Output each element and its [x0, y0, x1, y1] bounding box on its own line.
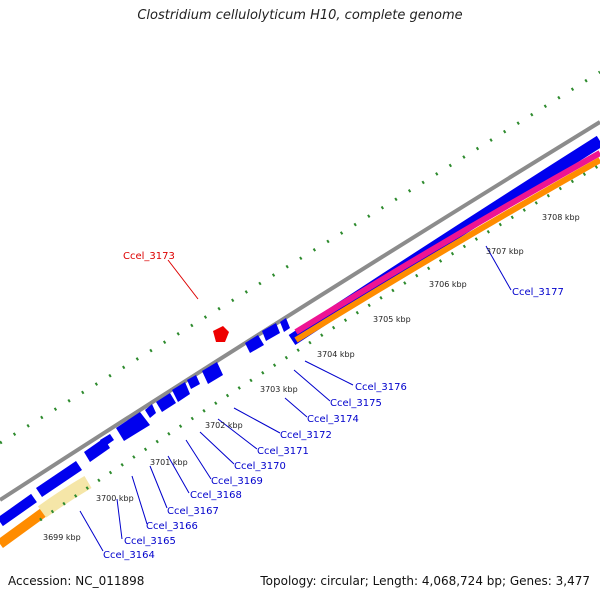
gene-label[interactable]: Ccel_3165: [124, 536, 176, 547]
gene-arrow[interactable]: [116, 412, 150, 441]
map-title: Clostridium cellulolyticum H10, complete…: [137, 8, 463, 23]
gene-arrow[interactable]: [36, 461, 82, 497]
scale-label: 3699 kbp: [43, 533, 81, 542]
gene-arrow[interactable]: [280, 318, 290, 332]
gene-label[interactable]: Ccel_3171: [257, 446, 309, 457]
leader-lines: [79, 245, 512, 552]
gene-label[interactable]: Ccel_3176: [355, 382, 407, 393]
gene-label[interactable]: Ccel_3169: [211, 476, 263, 487]
gene-arrow[interactable]: [156, 393, 176, 412]
track-orange-left: [0, 507, 47, 549]
gene-arrow[interactable]: [202, 362, 223, 384]
track-magenta: [294, 150, 600, 335]
gene-label[interactable]: Ccel_3164: [103, 550, 155, 561]
scale-label: 3705 kbp: [373, 315, 411, 324]
gene-arrow[interactable]: [245, 335, 264, 353]
scale-label: 3708 kbp: [542, 213, 580, 222]
scale-labels: 3699 kbp 3700 kbp 3701 kbp 3702 kbp 3703…: [43, 213, 580, 542]
gene-label[interactable]: Ccel_3174: [307, 414, 359, 425]
gene-arrow[interactable]: [262, 323, 280, 341]
track-tan: [37, 475, 92, 518]
gene-label-highlight[interactable]: Ccel_3173: [123, 251, 175, 262]
track-orange-right: [294, 157, 600, 343]
gene-label[interactable]: Ccel_3166: [146, 521, 198, 532]
scale-label: 3706 kbp: [429, 280, 467, 289]
inner-tick-track: [39, 163, 600, 522]
scale-label: 3700 kbp: [96, 494, 134, 503]
gene-label[interactable]: Ccel_3175: [330, 398, 382, 409]
accession-text: Accession: NC_011898: [8, 574, 145, 588]
gene-labels: Ccel_3164 Ccel_3165 Ccel_3166 Ccel_3167 …: [103, 251, 564, 561]
scale-label: 3704 kbp: [317, 350, 355, 359]
scale-label: 3701 kbp: [150, 458, 188, 467]
gene-label[interactable]: Ccel_3167: [167, 506, 219, 517]
gene-arrows: [36, 318, 290, 497]
gene-arrow[interactable]: [145, 404, 156, 418]
gene-band-left: [0, 493, 37, 527]
gene-arrow[interactable]: [187, 375, 200, 389]
scale-label: 3703 kbp: [260, 385, 298, 394]
gene-label[interactable]: Ccel_3168: [190, 490, 242, 501]
gene-arrow-highlight[interactable]: [213, 326, 229, 342]
scale-label: 3702 kbp: [205, 421, 243, 430]
gene-arrow[interactable]: [100, 434, 114, 447]
scale-label: 3707 kbp: [486, 247, 524, 256]
gene-arrow[interactable]: [172, 382, 190, 402]
gene-label[interactable]: Ccel_3172: [280, 430, 332, 441]
gene-label[interactable]: Ccel_3177: [512, 287, 564, 298]
leader-line-red: [167, 259, 199, 300]
genome-stats-text: Topology: circular; Length: 4,068,724 bp…: [260, 574, 590, 588]
backbone-line: [0, 120, 600, 502]
outer-tick-track: [0, 70, 600, 445]
gene-label[interactable]: Ccel_3170: [234, 461, 286, 472]
